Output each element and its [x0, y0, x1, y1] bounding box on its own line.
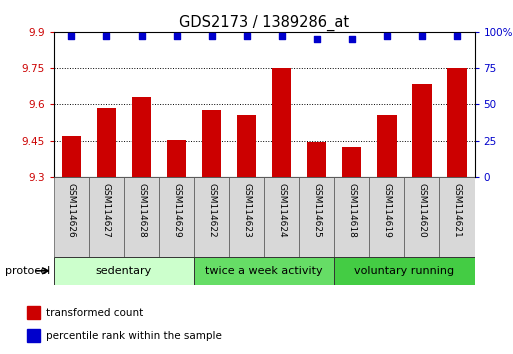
- Point: [418, 33, 426, 39]
- Bar: [272, 68, 291, 177]
- Bar: [97, 108, 116, 177]
- Bar: [334, 257, 475, 285]
- Text: GSM114619: GSM114619: [382, 183, 391, 238]
- Bar: [124, 177, 159, 257]
- Text: GSM114628: GSM114628: [137, 183, 146, 238]
- Text: protocol: protocol: [5, 266, 50, 276]
- Bar: [377, 115, 397, 177]
- Bar: [194, 257, 334, 285]
- Point: [207, 33, 215, 39]
- Text: sedentary: sedentary: [96, 266, 152, 276]
- Title: GDS2173 / 1389286_at: GDS2173 / 1389286_at: [179, 14, 349, 30]
- Bar: [447, 68, 467, 177]
- Point: [243, 33, 251, 39]
- Bar: [342, 147, 362, 177]
- Point: [67, 33, 75, 39]
- Text: transformed count: transformed count: [46, 308, 143, 318]
- Bar: [167, 139, 186, 177]
- Point: [102, 33, 110, 39]
- Bar: [54, 177, 89, 257]
- Text: GSM114629: GSM114629: [172, 183, 181, 238]
- Point: [312, 36, 321, 42]
- Bar: [159, 177, 194, 257]
- Bar: [334, 177, 369, 257]
- Text: GSM114620: GSM114620: [418, 183, 426, 238]
- Point: [383, 33, 391, 39]
- Text: GSM114621: GSM114621: [452, 183, 462, 238]
- Text: GSM114625: GSM114625: [312, 183, 321, 238]
- Bar: [202, 110, 221, 177]
- Bar: [132, 97, 151, 177]
- Point: [348, 36, 356, 42]
- Bar: [229, 177, 264, 257]
- Bar: [264, 177, 299, 257]
- Bar: [28, 330, 40, 342]
- Text: GSM114623: GSM114623: [242, 183, 251, 238]
- Text: twice a week activity: twice a week activity: [205, 266, 323, 276]
- Bar: [404, 177, 440, 257]
- Bar: [62, 136, 81, 177]
- Text: GSM114627: GSM114627: [102, 183, 111, 238]
- Bar: [54, 257, 194, 285]
- Bar: [412, 84, 431, 177]
- Point: [278, 33, 286, 39]
- Text: GSM114624: GSM114624: [277, 183, 286, 238]
- Bar: [307, 142, 326, 177]
- Text: GSM114618: GSM114618: [347, 183, 357, 238]
- Bar: [237, 115, 256, 177]
- Bar: [299, 177, 334, 257]
- Bar: [440, 177, 475, 257]
- Bar: [194, 177, 229, 257]
- Text: GSM114622: GSM114622: [207, 183, 216, 238]
- Point: [453, 33, 461, 39]
- Text: voluntary running: voluntary running: [354, 266, 455, 276]
- Point: [137, 33, 146, 39]
- Bar: [369, 177, 404, 257]
- Text: percentile rank within the sample: percentile rank within the sample: [46, 331, 222, 341]
- Text: GSM114626: GSM114626: [67, 183, 76, 238]
- Point: [172, 33, 181, 39]
- Bar: [28, 307, 40, 319]
- Bar: [89, 177, 124, 257]
